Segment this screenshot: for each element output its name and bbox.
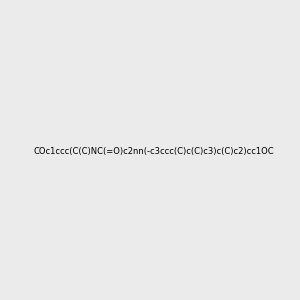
- Text: COc1ccc(C(C)NC(=O)c2nn(-c3ccc(C)c(C)c3)c(C)c2)cc1OC: COc1ccc(C(C)NC(=O)c2nn(-c3ccc(C)c(C)c3)c…: [33, 147, 274, 156]
